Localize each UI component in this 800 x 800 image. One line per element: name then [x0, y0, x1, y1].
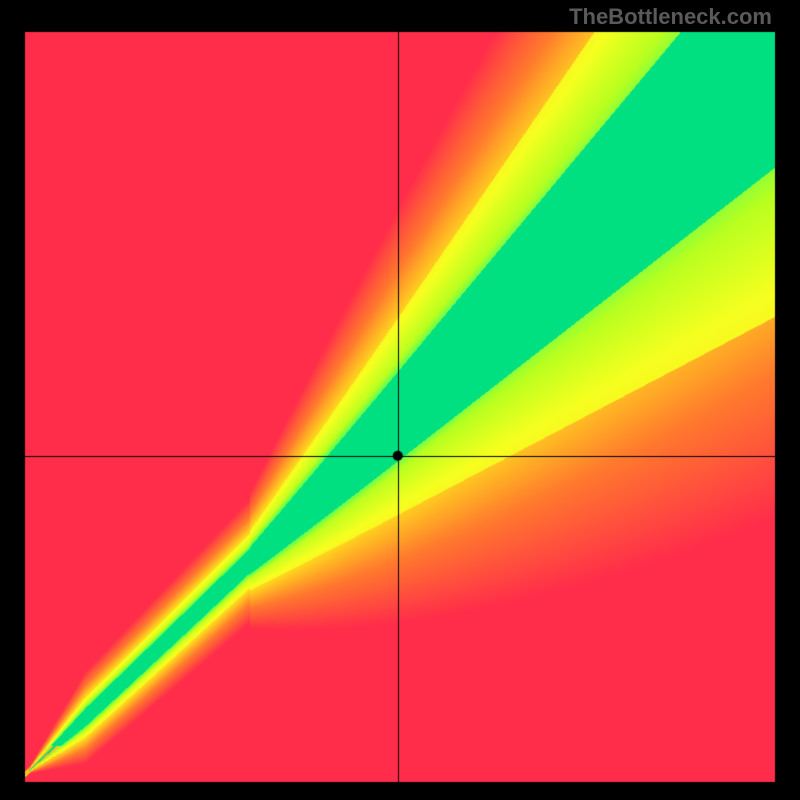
bottleneck-heatmap [0, 0, 800, 800]
chart-container: TheBottleneck.com [0, 0, 800, 800]
watermark-text: TheBottleneck.com [569, 4, 772, 30]
